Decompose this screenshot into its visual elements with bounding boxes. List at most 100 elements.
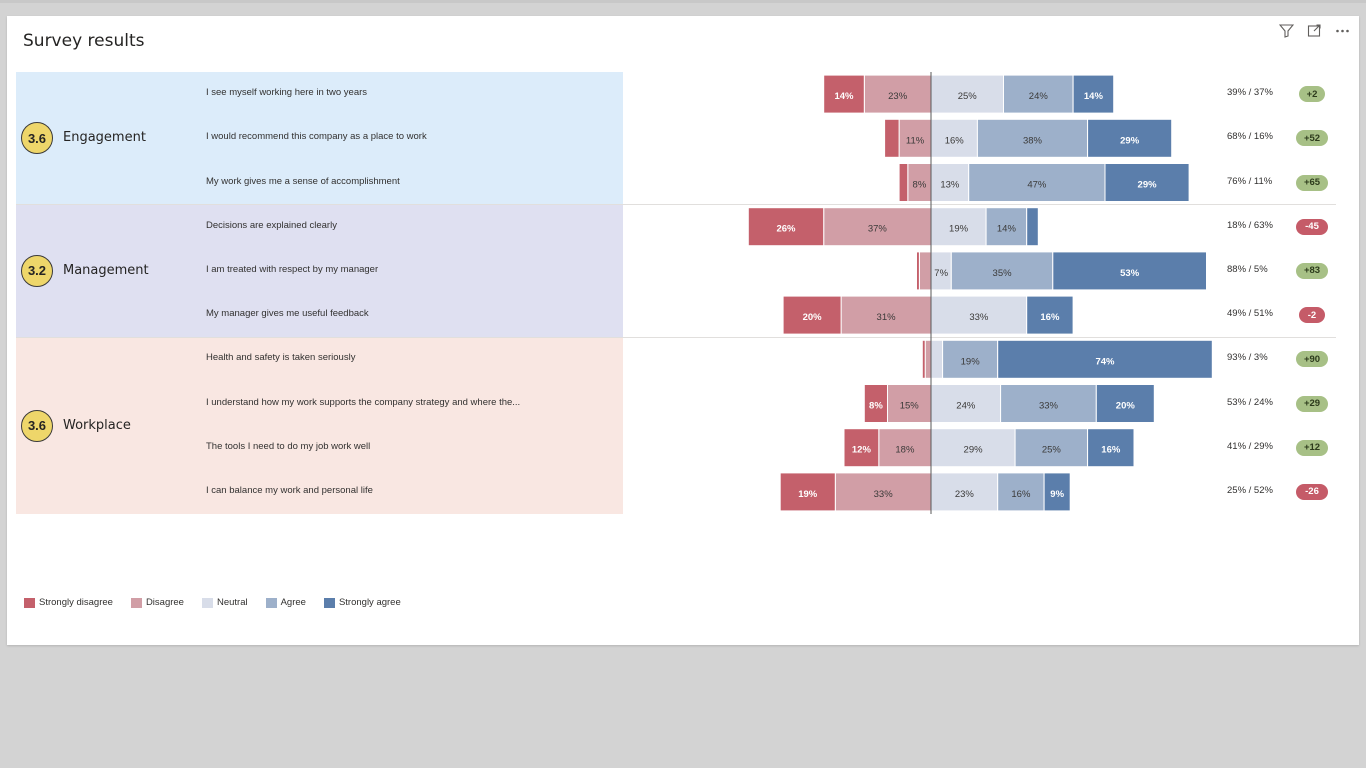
- bar-label: 74%: [1095, 356, 1115, 367]
- bar-strongly-disagree: [782, 295, 842, 335]
- bar-strongly-agree: [997, 339, 1213, 379]
- group-name: Management: [63, 262, 149, 278]
- group-background: [16, 72, 623, 205]
- bar-strongly-agree: [1043, 472, 1071, 512]
- bar-label: 14%: [834, 91, 854, 102]
- bar-label: 8%: [869, 401, 883, 412]
- bar-label: 24%: [956, 401, 976, 412]
- legend-swatch: [265, 597, 277, 608]
- bar-strongly-agree: [1087, 428, 1135, 468]
- legend-item-strongly-agree[interactable]: Strongly agree: [323, 597, 401, 608]
- net-score-badge: -45: [1296, 218, 1328, 235]
- group-background: [16, 204, 623, 338]
- net-score-badge: +2: [1299, 86, 1325, 103]
- bar-label: 47%: [1027, 180, 1047, 191]
- visual-title: Survey results: [23, 31, 145, 51]
- bar-label: 25%: [958, 91, 978, 102]
- bar-agree: [1014, 428, 1089, 468]
- bar-strongly-agree: [1026, 207, 1039, 247]
- expand-icon[interactable]: [1305, 22, 1323, 40]
- bar-label: 7%: [934, 268, 948, 279]
- bar-strongly-agree: [1104, 163, 1190, 202]
- bar-disagree: [840, 295, 932, 335]
- bar-label: 26%: [776, 224, 796, 235]
- legend-swatch: [130, 597, 142, 608]
- group-score-badge: 3.2: [21, 254, 53, 287]
- question-label: The tools I need to do my job work well: [206, 440, 371, 452]
- bar-label: 38%: [1023, 135, 1043, 146]
- bar-label: 11%: [906, 135, 925, 146]
- net-score-badge: -2: [1299, 307, 1325, 324]
- bar-agree: [1000, 384, 1097, 423]
- bar-label: 31%: [877, 312, 897, 323]
- legend-item-neutral[interactable]: Neutral: [201, 597, 248, 608]
- bar-disagree: [887, 384, 932, 423]
- net-score-badge: +83: [1296, 262, 1328, 279]
- bar-agree: [942, 339, 999, 379]
- bar-strongly-disagree: [921, 339, 926, 379]
- legend-swatch: [201, 597, 213, 608]
- group-score-badge: 3.6: [21, 122, 53, 155]
- legend-item-agree[interactable]: Agree: [265, 597, 306, 608]
- bar-strongly-disagree: [863, 384, 888, 423]
- bar-strongly-disagree: [916, 251, 920, 291]
- bar-strongly-agree: [1095, 384, 1155, 423]
- legend-swatch: [323, 597, 335, 608]
- bar-neutral: [930, 118, 978, 158]
- agree-disagree-stat: 18% / 63%: [1227, 219, 1273, 231]
- bar-agree: [968, 163, 1106, 202]
- agree-disagree-stat: 93% / 3%: [1227, 352, 1268, 364]
- legend-label: Strongly disagree: [39, 597, 113, 608]
- bar-label: 20%: [1116, 401, 1136, 412]
- bar-label: 13%: [940, 180, 960, 191]
- bar-disagree: [924, 339, 932, 379]
- bar-label: 14%: [1084, 91, 1104, 102]
- legend-item-strongly-disagree[interactable]: Strongly disagree: [24, 597, 113, 608]
- more-options-icon[interactable]: [1333, 22, 1351, 40]
- bar-label: 12%: [852, 445, 872, 456]
- group-name: Engagement: [63, 130, 146, 146]
- question-label: I understand how my work supports the co…: [206, 396, 521, 408]
- legend: Strongly disagree Disagree Neutral Agree…: [24, 597, 401, 608]
- agree-disagree-stat: 68% / 16%: [1227, 131, 1273, 143]
- bar-neutral: [930, 339, 944, 379]
- bar-strongly-disagree: [823, 74, 865, 114]
- bar-label: 15%: [900, 401, 920, 412]
- legend-label: Neutral: [216, 597, 248, 608]
- agree-disagree-stat: 76% / 11%: [1227, 175, 1273, 187]
- filter-icon[interactable]: [1277, 22, 1295, 40]
- question-label: I am treated with respect by my manager: [206, 263, 379, 275]
- bar-label: 25%: [1042, 445, 1062, 456]
- question-label: Decisions are explained clearly: [206, 219, 337, 231]
- bar-label: 29%: [964, 445, 984, 456]
- bar-label: 19%: [798, 489, 818, 500]
- bar-neutral: [930, 472, 999, 512]
- net-score-badge: -26: [1296, 483, 1328, 500]
- net-score-badge: +29: [1296, 395, 1328, 412]
- agree-disagree-stat: 88% / 5%: [1227, 263, 1268, 275]
- question-label: My manager gives me useful feedback: [206, 308, 369, 320]
- legend-item-disagree[interactable]: Disagree: [130, 597, 184, 608]
- question-label: I see myself working here in two years: [206, 87, 368, 99]
- bar-agree: [1003, 74, 1074, 114]
- bar-label: 33%: [1039, 401, 1059, 412]
- bar-label: 23%: [955, 489, 975, 500]
- bar-strongly-agree: [1052, 251, 1208, 291]
- net-score-badge: +12: [1296, 439, 1328, 456]
- bar-strongly-disagree: [898, 163, 909, 202]
- group-separator: [16, 336, 1336, 338]
- window-top-strip: [0, 0, 1366, 3]
- group-name: Workplace: [63, 417, 131, 433]
- bar-label: 16%: [945, 135, 965, 146]
- group-score-badge: 3.6: [21, 409, 53, 442]
- bar-label: 53%: [1120, 268, 1140, 279]
- bar-neutral: [930, 295, 1028, 335]
- bar-label: 33%: [874, 489, 894, 500]
- bar-label: 9%: [1050, 489, 1064, 500]
- bar-label: 16%: [1011, 489, 1031, 500]
- group-separator: [16, 204, 1336, 206]
- bar-disagree: [863, 74, 932, 114]
- bar-neutral: [930, 207, 987, 247]
- agree-disagree-stat: 39% / 37%: [1227, 87, 1273, 99]
